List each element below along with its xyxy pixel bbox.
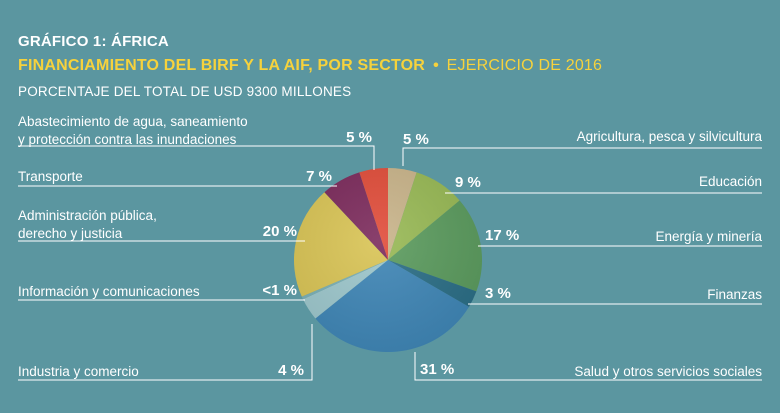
category-label-administracion-publica-derecho-y-justicia-line-1: Administración pública, <box>18 208 157 223</box>
leader-line-agricultura-pesca-y-silvicultura <box>402 147 762 166</box>
percent-label-industria-y-comercio: 4 % <box>278 362 304 379</box>
percent-label-educacion: 9 % <box>455 174 481 191</box>
category-label-salud-y-otros-servicios-sociales: Salud y otros servicios sociales <box>574 364 762 379</box>
leader-line-industria-y-comercio <box>18 324 313 381</box>
chart-title-row: FINANCIAMIENTO DEL BIRF Y LA AIF, POR SE… <box>18 57 602 75</box>
category-label-agricultura-pesca-y-silvicultura: Agricultura, pesca y silvicultura <box>577 129 763 144</box>
percent-label-finanzas: 3 % <box>485 285 511 302</box>
category-label-finanzas: Finanzas <box>707 287 762 302</box>
percent-label-salud-y-otros-servicios-sociales: 31 % <box>420 361 454 378</box>
percent-label-agricultura-pesca-y-silvicultura: 5 % <box>403 131 429 148</box>
category-label-administracion-publica-derecho-y-justicia-line-2: derecho y justicia <box>18 226 123 241</box>
leader-line-abastecimiento-de-agua-saneamiento-y-proteccion-contra-las-inundaciones <box>18 145 375 170</box>
chart-title: FINANCIAMIENTO DEL BIRF Y LA AIF, POR SE… <box>18 57 426 74</box>
chart-subtitle: PORCENTAJE DEL TOTAL DE USD 9300 MILLONE… <box>18 84 352 99</box>
percent-label-abastecimiento-de-agua-saneamiento-y-proteccion-contra-las-inundaciones: 5 % <box>346 129 372 146</box>
leader-line-salud-y-otros-servicios-sociales <box>414 352 762 381</box>
percent-label-energia-y-mineria: 17 % <box>485 227 519 244</box>
category-label-industria-y-comercio: Industria y comercio <box>18 364 139 379</box>
pie-shading <box>294 168 482 352</box>
category-label-energia-y-mineria: Energía y minería <box>655 229 762 244</box>
category-label-abastecimiento-de-agua-saneamiento-y-proteccion-contra-las-inundaciones-line-2: y protección contra las inundaciones <box>18 132 237 147</box>
percent-label-transporte: 7 % <box>306 168 332 185</box>
category-label-educacion: Educación <box>699 174 762 189</box>
category-label-transporte: Transporte <box>18 169 83 184</box>
title-separator: • <box>433 57 439 74</box>
category-label-abastecimiento-de-agua-saneamiento-y-proteccion-contra-las-inundaciones-line-1: Abastecimiento de agua, saneamiento <box>18 114 248 129</box>
percent-label-informacion-y-comunicaciones: <1 % <box>262 282 297 299</box>
category-label-informacion-y-comunicaciones: Información y comunicaciones <box>18 284 200 299</box>
chart-id: GRÁFICO 1: ÁFRICA <box>18 33 169 50</box>
fiscal-year: EJERCICIO DE 2016 <box>446 57 603 74</box>
percent-label-administracion-publica-derecho-y-justicia: 20 % <box>263 223 297 240</box>
